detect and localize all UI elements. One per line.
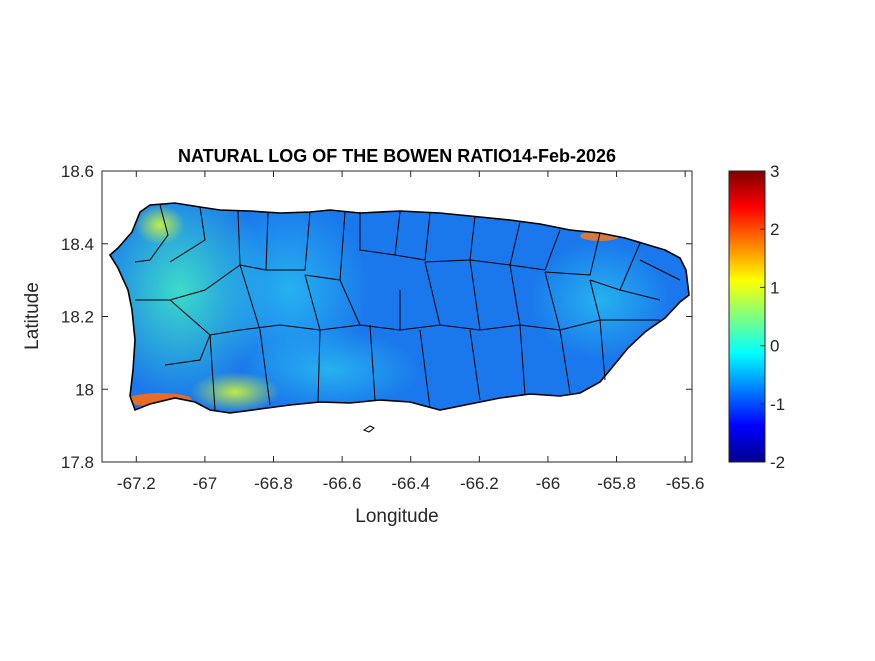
vieques-islet xyxy=(362,425,375,433)
municipality-boundary xyxy=(394,212,431,261)
x-tick-label: -66.6 xyxy=(323,474,362,493)
municipality-boundary xyxy=(519,324,526,396)
y-axis: 17.8 18 18.2 18.4 18.6 xyxy=(61,162,692,472)
y-axis-label: Latitude xyxy=(22,282,43,350)
colorbar-tick-label: -2 xyxy=(770,453,785,472)
municipality-boundary xyxy=(164,334,211,366)
municipality-boundary xyxy=(209,334,216,411)
y-tick-label: 18.4 xyxy=(61,235,94,254)
municipality-boundary xyxy=(509,229,561,271)
municipality-boundary xyxy=(239,264,261,331)
municipality-boundary xyxy=(304,274,321,331)
x-tick-label: -66.2 xyxy=(460,474,499,493)
x-tick-label: -66.4 xyxy=(391,474,430,493)
chart-title: NATURAL LOG OF THE BOWEN RATIO14-Feb-202… xyxy=(178,146,616,166)
colorbar-tick-label: -1 xyxy=(770,395,785,414)
municipality-boundary xyxy=(544,271,561,331)
x-axis-label: Longitude xyxy=(355,506,438,527)
municipality-boundary xyxy=(544,232,601,276)
x-tick-label: -67.2 xyxy=(117,474,156,493)
municipality-boundary xyxy=(559,329,571,394)
municipality-boundary xyxy=(469,329,481,401)
municipality-boundary xyxy=(134,204,169,263)
municipality-boundary xyxy=(639,259,681,281)
y-tick-label: 18.2 xyxy=(61,308,94,327)
x-tick-label: -66 xyxy=(536,474,561,493)
municipality-boundary xyxy=(339,279,361,326)
y-tick-label: 17.8 xyxy=(61,453,94,472)
x-tick-label: -66.8 xyxy=(254,474,293,493)
municipality-boundary xyxy=(419,329,431,409)
municipality-boundary xyxy=(317,329,321,403)
x-axis: -67.2 -67 -66.8 -66.6 -66.4 -66.2 -66 -65.8 -65.… xyxy=(117,171,705,493)
municipality-boundary xyxy=(169,206,206,263)
municipality-boundary xyxy=(599,319,606,381)
x-tick-label: -65.8 xyxy=(597,474,636,493)
municipality-boundary xyxy=(369,324,376,401)
field-south xyxy=(240,330,420,410)
colorbar-tick-label: 3 xyxy=(770,162,779,181)
municipality-boundary xyxy=(424,261,441,326)
municipality-boundary xyxy=(619,289,661,301)
field-east xyxy=(530,240,670,360)
municipality-boundary xyxy=(169,210,241,301)
y-tick-label: 18 xyxy=(75,380,94,399)
x-tick-label: -67 xyxy=(193,474,218,493)
y-tick-label: 18.6 xyxy=(61,162,94,181)
municipality-boundary xyxy=(589,279,601,321)
colorbar-tick-label: 0 xyxy=(770,337,779,356)
municipality-boundary xyxy=(509,264,521,326)
colorbar-tick-label: 1 xyxy=(770,278,779,297)
colorbar-ticks: 3 2 1 0 -1 -2 xyxy=(760,162,785,472)
island-coastline xyxy=(108,202,690,414)
colorbar-tick-label: 2 xyxy=(770,220,779,239)
municipality-boundaries xyxy=(134,204,681,411)
municipality-boundary xyxy=(259,329,271,406)
municipality-boundary xyxy=(266,211,311,271)
colorbar xyxy=(728,170,766,463)
municipality-boundary xyxy=(135,299,660,336)
municipality-boundary xyxy=(469,259,481,331)
municipality-boundary xyxy=(359,211,401,256)
field-northwest-yellow xyxy=(135,205,185,245)
field-southwest-yellow xyxy=(190,372,280,412)
x-tick-label: -65.6 xyxy=(666,474,705,493)
